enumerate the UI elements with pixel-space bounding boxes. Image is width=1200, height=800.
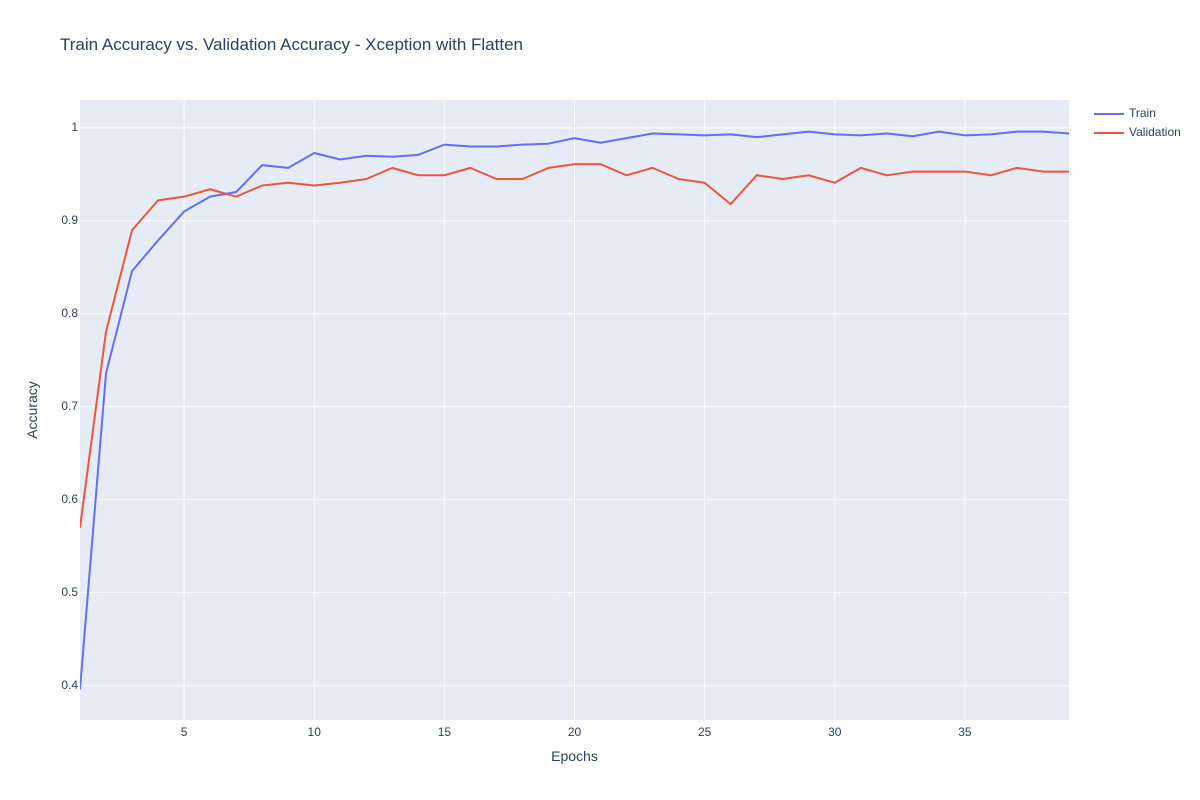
series-layer [80, 130, 1069, 690]
y-tick-label: 0.8 [61, 306, 78, 320]
y-axis-ticks: 0.4 0.5 0.6 0.7 0.8 0.9 1 [61, 120, 78, 692]
x-tick-label: 20 [568, 725, 582, 739]
y-tick-label: 0.7 [61, 399, 78, 413]
x-tick-label: 15 [438, 725, 452, 739]
chart-title: Train Accuracy vs. Validation Accuracy -… [60, 35, 523, 54]
x-tick-label: 35 [958, 725, 972, 739]
x-tick-label: 10 [308, 725, 322, 739]
legend-item-validation[interactable]: Validation [1094, 125, 1181, 139]
series-line-train[interactable] [80, 130, 1069, 690]
legend[interactable]: Train Validation [1094, 106, 1181, 139]
y-tick-label: 0.6 [61, 492, 78, 506]
series-line-validation[interactable] [80, 163, 1069, 528]
y-tick-label: 1 [71, 120, 78, 134]
grid [80, 100, 1069, 720]
x-tick-label: 25 [698, 725, 712, 739]
x-axis-ticks: 5 10 15 20 25 30 35 [181, 725, 972, 739]
legend-item-train[interactable]: Train [1094, 106, 1156, 120]
y-tick-label: 0.9 [61, 213, 78, 227]
x-tick-label: 5 [181, 725, 188, 739]
legend-label: Train [1129, 106, 1156, 120]
x-tick-label: 30 [828, 725, 842, 739]
y-tick-label: 0.4 [61, 678, 78, 692]
legend-label: Validation [1129, 125, 1181, 139]
y-tick-label: 0.5 [61, 585, 78, 599]
x-axis-title: Epochs [551, 748, 598, 764]
y-axis-title: Accuracy [24, 381, 40, 439]
